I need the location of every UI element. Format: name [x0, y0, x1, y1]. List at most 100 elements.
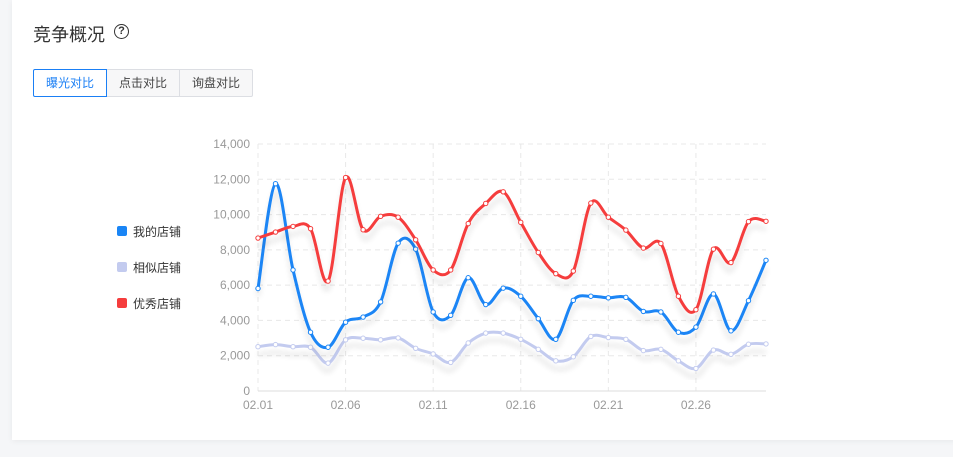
data-point: [623, 227, 629, 233]
data-point: [605, 295, 612, 301]
data-point: [342, 174, 349, 181]
data-point: [500, 330, 506, 336]
data-point: [342, 319, 349, 325]
legend-item-top-stores[interactable]: 优秀店铺: [117, 294, 181, 312]
data-point: [658, 309, 664, 315]
data-point: [640, 308, 647, 315]
data-point: [763, 257, 769, 263]
data-point: [710, 246, 717, 252]
series-line-0: [256, 182, 768, 350]
data-point: [377, 337, 384, 343]
data-point: [763, 218, 769, 224]
data-point: [272, 341, 279, 348]
data-point: [430, 309, 436, 315]
data-point: [728, 351, 734, 358]
data-point: [518, 336, 524, 343]
data-point: [518, 293, 524, 299]
data-point: [553, 270, 559, 277]
data-point: [623, 336, 629, 343]
data-point: [325, 360, 331, 366]
data-point: [307, 344, 314, 350]
data-point: [447, 312, 454, 319]
data-point: [710, 291, 717, 297]
data-point: [342, 337, 349, 343]
data-point: [553, 336, 559, 343]
data-point: [430, 267, 436, 273]
x-tick-label: 02.11: [419, 398, 448, 412]
tab-clicks[interactable]: 点击对比: [106, 69, 181, 97]
data-point: [290, 344, 296, 350]
data-point: [535, 315, 541, 322]
data-point: [360, 227, 366, 233]
data-point: [412, 345, 419, 352]
data-point: [570, 268, 577, 274]
legend-label: 我的店铺: [133, 224, 182, 239]
data-point: [728, 259, 734, 266]
x-tick-label: 02.01: [243, 398, 273, 412]
data-point: [412, 246, 419, 252]
y-tick-label: 0: [243, 384, 250, 398]
series-line-2: [257, 175, 767, 314]
data-point: [395, 214, 401, 220]
data-point: [255, 285, 261, 292]
data-point: [325, 344, 331, 350]
data-point: [465, 340, 471, 346]
data-point: [307, 225, 314, 232]
data-point: [412, 237, 419, 243]
data-point: [360, 335, 366, 341]
data-point: [588, 200, 594, 206]
y-tick-label: 10,000: [213, 208, 250, 222]
data-point: [588, 293, 594, 299]
data-point: [272, 229, 279, 235]
data-point: [500, 285, 506, 291]
data-point: [693, 306, 699, 313]
x-tick-label: 02.06: [331, 398, 361, 412]
data-point: [465, 220, 471, 227]
tab-exposure[interactable]: 曝光对比: [33, 69, 108, 97]
legend-item-my-store[interactable]: 我的店铺: [117, 222, 181, 240]
legend-item-similar-stores[interactable]: 相似店铺: [117, 258, 181, 276]
chart-legend: 我的店铺 相似店铺 优秀店铺: [117, 222, 181, 330]
data-point: [763, 341, 769, 347]
data-point: [623, 294, 629, 301]
data-point: [255, 235, 261, 241]
data-point: [518, 219, 524, 226]
data-point: [745, 218, 752, 225]
data-point: [483, 330, 489, 336]
y-tick-label: 6,000: [220, 278, 250, 292]
data-point: [675, 358, 682, 364]
comparison-tabs: 曝光对比 点击对比 询盘对比: [33, 69, 254, 97]
data-point: [658, 346, 664, 353]
y-tick-label: 14,000: [213, 137, 250, 151]
legend-label: 相似店铺: [133, 260, 182, 275]
question-circle-icon[interactable]: ?: [114, 24, 129, 39]
page-title: 竞争概况: [33, 25, 105, 45]
data-point: [570, 297, 577, 304]
data-point: [605, 214, 612, 220]
legend-swatch: [117, 226, 127, 236]
data-point: [377, 299, 384, 305]
x-tick-label: 02.16: [506, 398, 536, 412]
y-tick-label: 8,000: [220, 243, 250, 257]
data-point: [693, 324, 699, 330]
data-point: [307, 329, 314, 335]
legend-label: 优秀店铺: [133, 296, 182, 311]
tab-inquiries[interactable]: 询盘对比: [179, 69, 254, 97]
x-tick-label: 02.26: [681, 398, 711, 412]
data-point: [483, 200, 489, 207]
data-point: [658, 240, 664, 247]
data-point: [430, 351, 436, 357]
x-tick-label: 02.21: [593, 398, 623, 412]
data-point: [605, 334, 612, 341]
data-point: [395, 240, 401, 246]
data-point: [255, 344, 261, 350]
data-point: [553, 358, 559, 364]
data-point: [640, 347, 647, 354]
data-point: [483, 301, 489, 308]
data-point: [710, 347, 717, 353]
legend-swatch: [117, 262, 127, 272]
data-point: [693, 365, 699, 372]
data-point: [447, 267, 454, 273]
y-tick-label: 12,000: [213, 172, 250, 186]
